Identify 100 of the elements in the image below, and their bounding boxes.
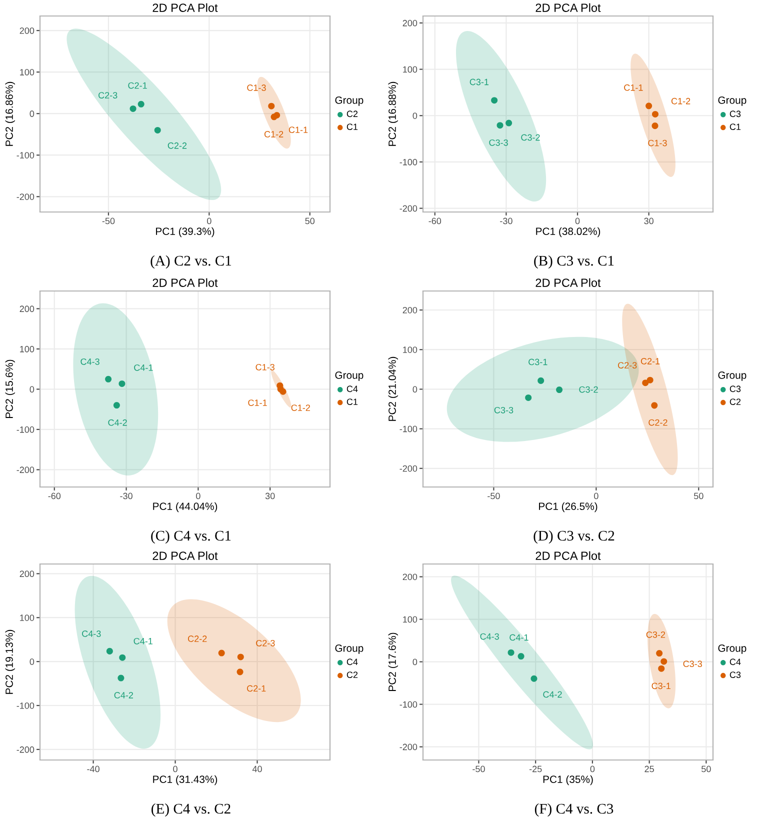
y-tick-label: 100 (403, 616, 418, 623)
annotation: C2-2 (168, 142, 187, 149)
legend-title: Group (718, 96, 746, 106)
annotation: C1-2 (264, 131, 284, 138)
point (237, 654, 244, 660)
text: (F) C4 vs. C3 (534, 803, 614, 817)
x-tick-label: -25 (529, 766, 542, 772)
x-tick-label: -50 (102, 218, 115, 224)
x-tick-label: -60 (428, 218, 442, 224)
x-tick-label: -30 (500, 218, 512, 224)
y-tick-label: 100 (20, 69, 34, 76)
x-axis-title: PC1 (35%) (543, 775, 593, 786)
annotation: C2-3 (618, 362, 637, 369)
x-tick-label: -30 (120, 492, 132, 500)
legend-title: Group (335, 644, 364, 654)
text: (E) C4 vs. C2 (152, 803, 230, 817)
y-tick-label: -200 (16, 746, 34, 753)
legend-label: C2 (346, 672, 358, 678)
x-tick-label: 0 (207, 218, 212, 224)
annotation: C3-1 (528, 358, 548, 366)
y-tick-label: 100 (20, 614, 34, 621)
x-tick-label: -40 (87, 766, 100, 772)
annotation: C1-1 (248, 400, 267, 406)
annotation: C2-3 (98, 92, 118, 98)
text: (B) C3 vs. C1 (534, 255, 614, 269)
point (646, 376, 654, 384)
x-tick-label: 50 (702, 766, 711, 772)
point (119, 654, 126, 661)
chart-title: 2D PCA Plot (536, 278, 601, 287)
point (496, 122, 504, 129)
text: (C) C4 vs. C1 (151, 530, 231, 544)
annotation: C2-1 (640, 358, 660, 364)
legend-label: C2 (346, 110, 358, 118)
point (113, 402, 120, 409)
y-tick-label: -200 (400, 465, 418, 472)
y-tick-label: -100 (400, 158, 418, 166)
x-tick-label: -50 (472, 766, 485, 772)
x-axis-title: PC1 (31.43%) (153, 775, 218, 786)
point (518, 653, 524, 660)
legend-label: C3 (730, 110, 741, 118)
annotation: C2-2 (648, 419, 668, 426)
y-axis-title: PC2 (15.6%) (5, 360, 15, 418)
y-tick-label: -100 (16, 702, 34, 709)
y-tick-label: 200 (20, 570, 34, 578)
y-axis-title: PC2 (16.88%) (388, 82, 398, 146)
point (236, 668, 244, 676)
x-axis-title: PC1 (26.5%) (539, 502, 598, 512)
annotation: C4-2 (108, 419, 127, 426)
y-tick-label: 200 (20, 306, 34, 312)
legend-title: Group (335, 96, 364, 106)
x-tick-label: 30 (265, 492, 275, 500)
annotation: C1-1 (624, 84, 643, 91)
point (660, 658, 668, 665)
annotation: C4-2 (114, 692, 133, 698)
y-tick-label: -100 (16, 152, 34, 158)
annotation: C1-3 (247, 84, 266, 91)
x-axis-title: PC1 (39.3%) (156, 227, 214, 238)
annotation: C4-3 (82, 630, 101, 637)
annotation: C3-2 (579, 386, 598, 393)
y-tick-label: 0 (30, 110, 34, 117)
point (280, 388, 286, 395)
x-tick-label: 0 (196, 492, 200, 500)
text: (D) C3 vs. C2 (534, 530, 614, 544)
x-tick-label: -60 (48, 492, 61, 500)
y-tick-label: -100 (16, 426, 34, 433)
legend-label: C4 (730, 658, 741, 666)
point (508, 649, 514, 656)
y-tick-label: 0 (412, 112, 418, 119)
point (538, 377, 544, 384)
annotation: C3-3 (683, 660, 702, 668)
point (656, 650, 663, 657)
legend-label: C1 (730, 124, 741, 130)
annotation: C3-1 (652, 682, 670, 690)
y-tick-label: 200 (20, 28, 34, 34)
legend-label: C1 (346, 398, 358, 405)
y-tick-label: 100 (20, 346, 34, 352)
annotation: C3-1 (470, 78, 489, 86)
point (556, 386, 563, 394)
y-tick-label: 0 (412, 658, 418, 666)
point (138, 100, 144, 108)
chart-title: 2D PCA Plot (536, 3, 601, 12)
y-tick-label: 0 (30, 386, 34, 393)
y-tick-label: 100 (403, 346, 418, 353)
point (106, 648, 113, 654)
y-tick-label: -100 (400, 701, 418, 708)
annotation: C3-3 (489, 139, 508, 146)
point (506, 120, 512, 126)
y-tick-label: -200 (400, 744, 418, 750)
legend-label: C4 (346, 658, 358, 666)
point (530, 675, 538, 682)
annotation: C2-3 (256, 640, 275, 646)
x-tick-label: 0 (575, 218, 580, 224)
point (491, 97, 498, 104)
legend-label: C3 (730, 386, 741, 392)
x-tick-label: 30 (644, 218, 654, 224)
annotation: C4-1 (134, 638, 152, 644)
legend-label: C1 (346, 124, 358, 130)
point (652, 110, 658, 118)
point (268, 102, 275, 110)
annotation: C4-1 (510, 634, 528, 641)
